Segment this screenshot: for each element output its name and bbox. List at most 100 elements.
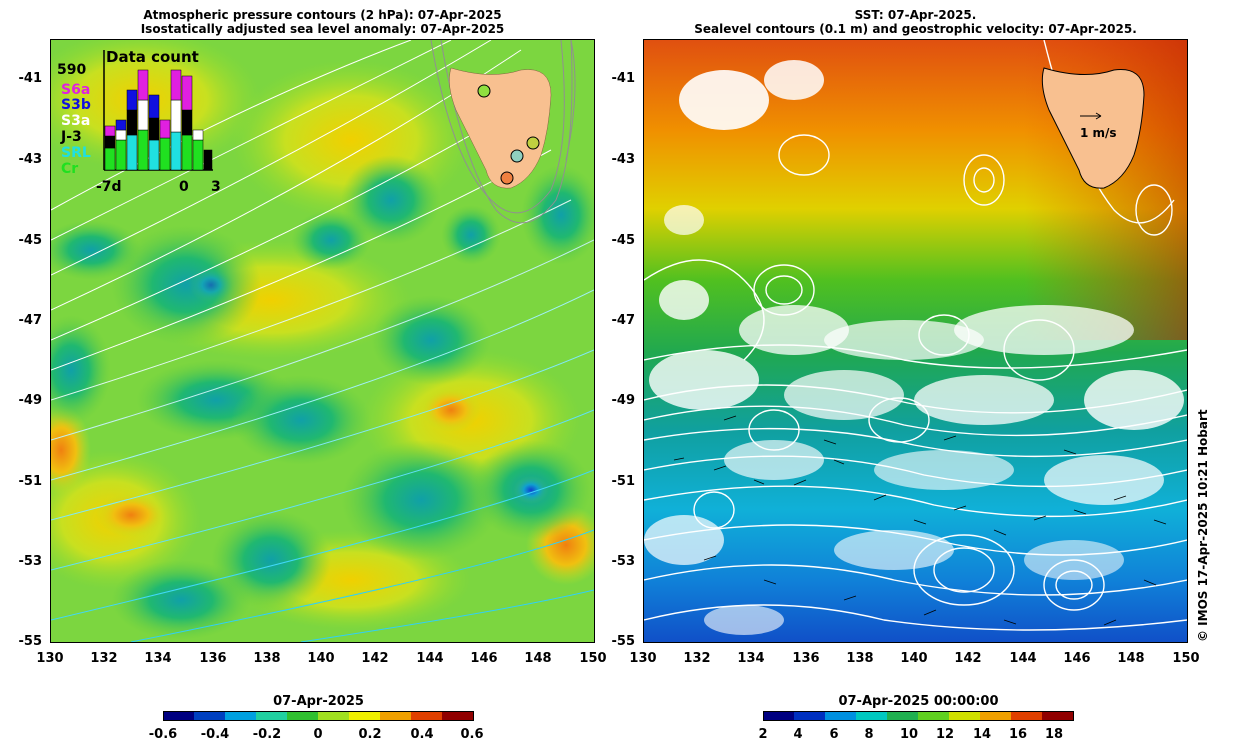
right-y-tick: -41 bbox=[611, 71, 636, 86]
sst-colorbar-segment bbox=[856, 711, 887, 721]
sla-colorbar-segment bbox=[349, 711, 380, 721]
left-x-tick: 142 bbox=[361, 651, 389, 666]
left-y-tick: -41 bbox=[18, 71, 43, 86]
sst-colorbar-segment bbox=[949, 711, 980, 721]
inset-axis-start: -7d bbox=[96, 179, 122, 195]
left-x-tick: 134 bbox=[144, 651, 172, 666]
sst-map-canvas: 1 m/s bbox=[644, 40, 1187, 642]
left-y-tick: -49 bbox=[18, 393, 43, 408]
tasmania-land-sst bbox=[1041, 67, 1145, 189]
left-x-tick: 148 bbox=[524, 651, 552, 666]
sst-colorbar-segment bbox=[980, 711, 1011, 721]
mission-s6a: S6a bbox=[61, 82, 90, 98]
left-x-tick: 132 bbox=[90, 651, 118, 666]
sst-colorbar-label: 4 bbox=[793, 727, 803, 742]
sst-colorbar-segment bbox=[1011, 711, 1042, 721]
cloud-mask bbox=[644, 60, 1184, 635]
left-x-tick: 150 bbox=[579, 651, 607, 666]
sla-colorbar-segment bbox=[442, 711, 474, 721]
left-x-tick: 144 bbox=[416, 651, 444, 666]
sla-colorbar-title: 07-Apr-2025 bbox=[273, 694, 364, 709]
inset-axis-zero: 0 bbox=[179, 179, 189, 195]
right-x-tick: 136 bbox=[792, 651, 820, 666]
sla-colorbar-label: 0.6 bbox=[460, 727, 484, 742]
imos-credit: © IMOS 17-Apr-2025 10:21 Hobart bbox=[1196, 409, 1210, 642]
sst-colorbar-label: 10 bbox=[899, 727, 919, 742]
sst-map[interactable]: 1 m/s bbox=[643, 39, 1188, 643]
sla-colorbar-label: 0.2 bbox=[358, 727, 382, 742]
velocity-legend: 1 m/s bbox=[1080, 112, 1117, 140]
inset-max-count: 590 bbox=[57, 62, 86, 78]
left-y-tick: -53 bbox=[18, 554, 43, 569]
right-x-tick: 144 bbox=[1009, 651, 1037, 666]
geostrophic-vectors bbox=[673, 415, 1167, 626]
bathymetry-contours bbox=[430, 40, 576, 224]
sla-colorbar-label: 0.4 bbox=[410, 727, 434, 742]
left-y-tick: -45 bbox=[18, 233, 43, 248]
left-y-tick: -51 bbox=[18, 474, 43, 489]
mission-srl: SRL bbox=[61, 145, 91, 161]
inset-bars bbox=[104, 69, 213, 171]
sst-colorbar-label: 8 bbox=[864, 727, 874, 742]
mission-s3a: S3a bbox=[61, 113, 90, 129]
sla-colorbar-label: 0 bbox=[313, 727, 323, 742]
right-y-tick: -51 bbox=[611, 474, 636, 489]
sst-colorbar-segment bbox=[763, 711, 794, 721]
inset-title: Data count bbox=[106, 48, 199, 66]
left-x-tick: 130 bbox=[36, 651, 64, 666]
sealevel-contours bbox=[644, 40, 1187, 631]
right-x-tick: 142 bbox=[954, 651, 982, 666]
sla-colorbar-label: -0.4 bbox=[200, 727, 230, 742]
left-x-tick: 138 bbox=[253, 651, 281, 666]
right-title-line1: SST: 07-Apr-2025. bbox=[854, 8, 977, 22]
right-x-tick: 132 bbox=[683, 651, 711, 666]
right-y-tick: -55 bbox=[611, 634, 636, 649]
left-x-tick: 140 bbox=[307, 651, 335, 666]
sst-colorbar-label: 2 bbox=[758, 727, 768, 742]
right-y-tick: -45 bbox=[611, 233, 636, 248]
sst-colorbar-segment bbox=[794, 711, 825, 721]
right-title-line2: Sealevel contours (0.1 m) and geostrophi… bbox=[694, 22, 1137, 36]
right-y-tick: -47 bbox=[611, 313, 636, 328]
sst-colorbar-title: 07-Apr-2025 00:00:00 bbox=[838, 694, 999, 709]
right-x-tick: 150 bbox=[1172, 651, 1200, 666]
sla-colorbar-segment bbox=[411, 711, 442, 721]
sst-colorbar bbox=[763, 711, 1074, 721]
sla-colorbar-segment bbox=[194, 711, 225, 721]
left-y-tick: -47 bbox=[18, 313, 43, 328]
tasmania-land bbox=[449, 67, 552, 189]
mission-j3: J-3 bbox=[60, 129, 82, 145]
left-title-line1: Atmospheric pressure contours (2 hPa): 0… bbox=[143, 8, 502, 22]
sla-colorbar-segment bbox=[380, 711, 411, 721]
left-y-tick: -43 bbox=[18, 152, 43, 167]
sla-colorbar-segment bbox=[318, 711, 349, 721]
left-title-line2: Isostatically adjusted sea level anomaly… bbox=[140, 22, 505, 36]
left-x-tick: 136 bbox=[199, 651, 227, 666]
sla-map-canvas: Data count 590 S6a S3b S3a J-3 SRL Cr -7… bbox=[51, 40, 594, 642]
right-x-tick: 138 bbox=[846, 651, 874, 666]
tide-gauge-markers bbox=[477, 84, 540, 185]
sst-colorbar-segment bbox=[1042, 711, 1074, 721]
right-x-tick: 148 bbox=[1117, 651, 1145, 666]
sst-colorbar-label: 18 bbox=[1044, 727, 1064, 742]
right-y-tick: -53 bbox=[611, 554, 636, 569]
sla-colorbar bbox=[163, 711, 474, 721]
right-panel-title: SST: 07-Apr-2025. Sealevel contours (0.1… bbox=[643, 8, 1188, 36]
left-y-tick: -55 bbox=[18, 634, 43, 649]
sla-colorbar-segment bbox=[256, 711, 287, 721]
right-x-tick: 134 bbox=[737, 651, 765, 666]
sst-colorbar-segment bbox=[918, 711, 949, 721]
right-y-tick: -49 bbox=[611, 393, 636, 408]
right-x-tick: 140 bbox=[900, 651, 928, 666]
right-y-tick: -43 bbox=[611, 152, 636, 167]
sst-colorbar-label: 12 bbox=[935, 727, 955, 742]
mission-cr: Cr bbox=[61, 161, 78, 177]
velocity-legend-label: 1 m/s bbox=[1080, 126, 1117, 140]
sla-colorbar-label: -0.6 bbox=[148, 727, 178, 742]
right-x-tick: 130 bbox=[629, 651, 657, 666]
sla-map[interactable]: Data count 590 S6a S3b S3a J-3 SRL Cr -7… bbox=[50, 39, 595, 643]
sst-colorbar-segment bbox=[887, 711, 918, 721]
sst-colorbar-label: 16 bbox=[1008, 727, 1028, 742]
inset-axis-end: 3 bbox=[211, 179, 221, 195]
sla-colorbar-segment bbox=[225, 711, 256, 721]
